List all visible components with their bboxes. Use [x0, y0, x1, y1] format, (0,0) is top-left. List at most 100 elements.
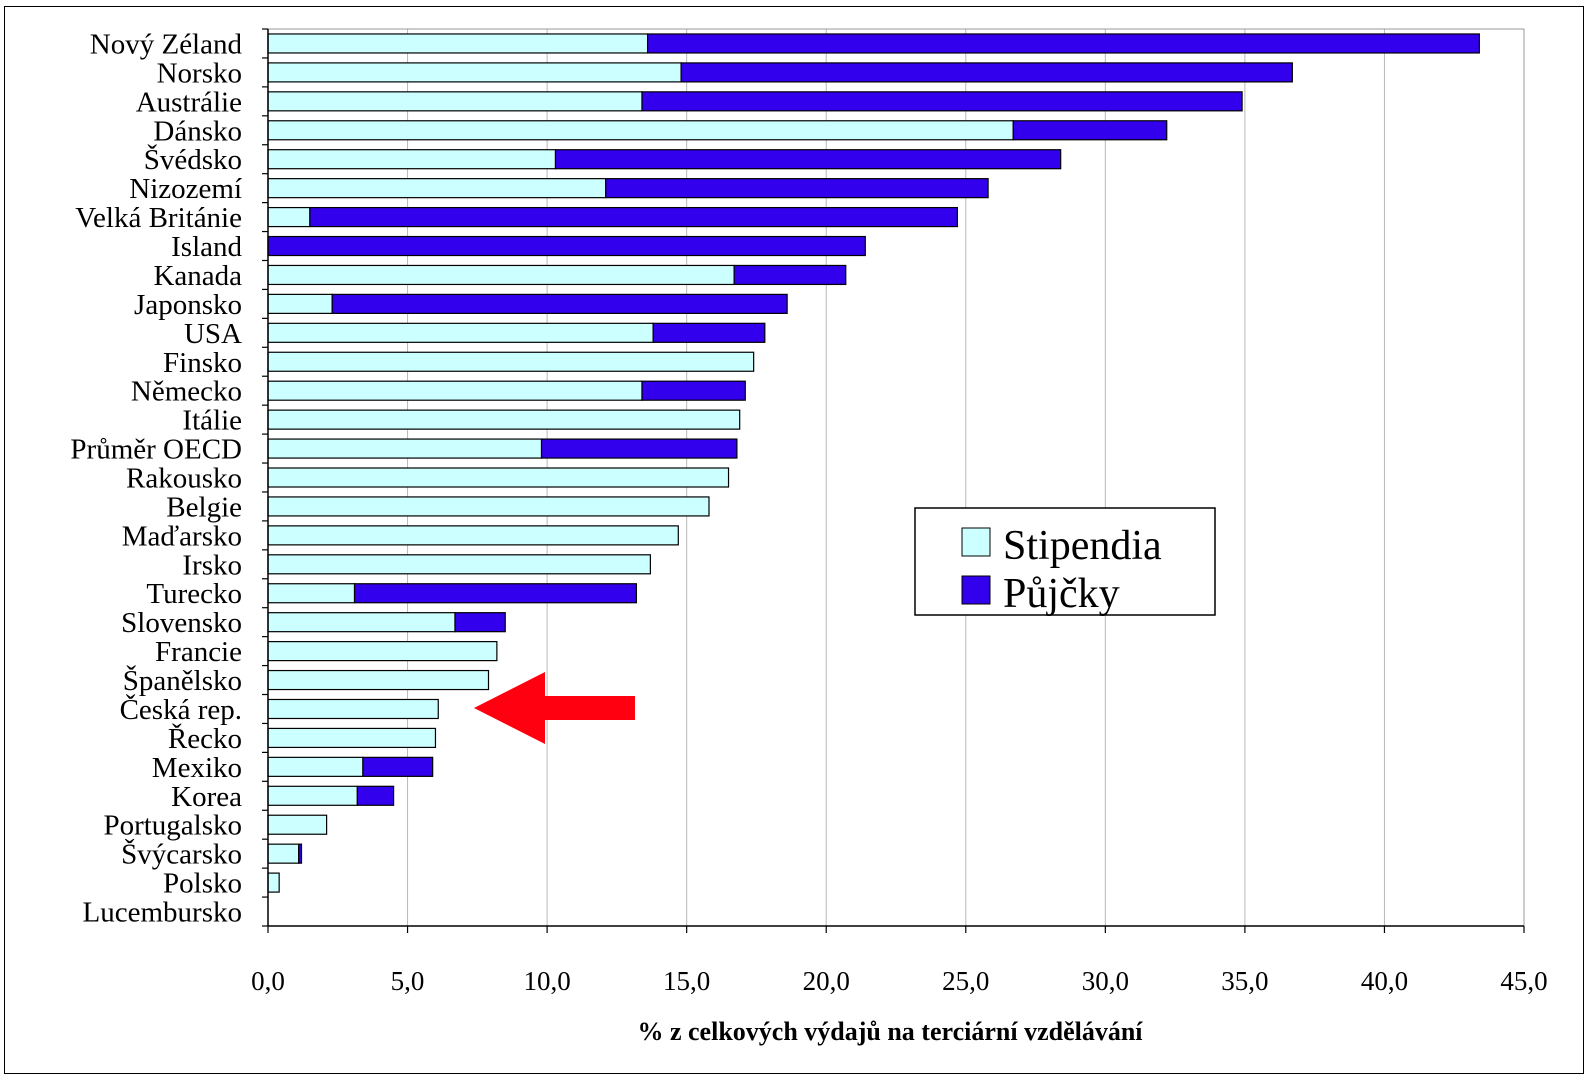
category-label: Belgie: [166, 491, 242, 523]
x-tick-label: 15,0: [663, 966, 710, 996]
bar-stipendia: [267, 727, 437, 749]
category-label: Austrálie: [136, 86, 242, 118]
bar-stipendia: [267, 467, 730, 488]
bar-pujcky: [605, 178, 989, 199]
bar-pujcky: [309, 206, 959, 228]
bar-stipendia: [267, 264, 735, 286]
category-label: Irsko: [182, 549, 242, 581]
bar-stipendia: [267, 62, 682, 83]
category-label: Kanada: [153, 260, 242, 292]
bar-pujcky: [652, 322, 766, 343]
category-label: Španělsko: [123, 664, 242, 697]
bar-pujcky: [362, 756, 434, 777]
bar-stipendia: [267, 525, 679, 546]
category-label: Turecko: [146, 578, 242, 610]
category-label: Korea: [171, 781, 242, 813]
x-tick-label: 30,0: [1082, 966, 1129, 996]
bar-stipendia: [267, 785, 358, 806]
bar-stipendia: [267, 380, 643, 401]
bar-pujcky: [353, 583, 638, 604]
bar-stipendia: [267, 322, 654, 343]
bar-stipendia: [267, 814, 328, 835]
category-label: Řecko: [168, 722, 242, 755]
category-label: Německo: [131, 376, 242, 408]
bar-stipendia: [267, 554, 651, 575]
category-label: Mexiko: [152, 752, 242, 784]
bar-pujcky: [641, 380, 746, 401]
bar-pujcky: [454, 612, 506, 633]
category-label: Nizozemí: [129, 173, 242, 205]
x-tick-label: 40,0: [1361, 966, 1408, 996]
bar-pujcky: [540, 438, 738, 459]
category-label: Slovensko: [121, 607, 242, 639]
bar-pujcky: [356, 785, 395, 806]
category-label: Lucembursko: [83, 897, 242, 929]
bar-stipendia: [267, 843, 300, 864]
category-label: Rakousko: [126, 463, 242, 495]
category-label: Švédsko: [144, 143, 242, 176]
bar-stipendia: [267, 351, 755, 372]
x-tick-label: 45,0: [1500, 966, 1547, 996]
bar-pujcky: [680, 62, 1293, 83]
bar-stipendia: [267, 612, 456, 633]
bar-stipendia: [267, 149, 557, 170]
category-label: Švýcarsko: [121, 838, 242, 871]
bar-stipendia: [267, 409, 741, 430]
legend-swatch-pujcky: [961, 575, 991, 605]
bar-stipendia: [267, 206, 311, 228]
category-label: Velká Británie: [75, 202, 242, 234]
bar-stipendia: [267, 91, 643, 112]
bar-stipendia: [267, 293, 333, 314]
bar-stipendia: [267, 641, 498, 662]
x-tick-label: 35,0: [1221, 966, 1268, 996]
legend-swatch-stipendia: [961, 527, 991, 557]
bar-stipendia: [267, 669, 490, 691]
category-label: Nový Zéland: [90, 28, 243, 60]
bar-stipendia: [267, 178, 607, 199]
bar-pujcky: [1012, 120, 1168, 141]
bar-pujcky: [298, 843, 303, 864]
bar-stipendia: [267, 756, 364, 777]
red-arrow-annotation: [474, 672, 635, 744]
legend-label-stipendia: Stipendia: [1003, 523, 1162, 569]
bar-pujcky: [646, 33, 1480, 54]
bar-pujcky: [554, 149, 1062, 170]
bar-pujcky: [331, 293, 788, 314]
bar-stipendia: [267, 120, 1014, 141]
x-tick-labels: 0,0 5,0 10,0 15,0 20,0 25,0 30,0 35,0 40,0 45,0: [251, 966, 1548, 996]
bar-pujcky: [641, 91, 1243, 112]
bar-stipendia: [267, 496, 710, 517]
category-label: Průměr OECD: [70, 434, 242, 466]
bars: [267, 33, 1480, 893]
category-label: Itálie: [182, 405, 242, 437]
category-label: Japonsko: [134, 289, 242, 321]
axes: [262, 28, 1525, 933]
bar-stipendia: [267, 698, 439, 720]
bar-stipendia: [267, 583, 356, 604]
category-label: Francie: [155, 636, 242, 668]
x-tick-label: 20,0: [803, 966, 850, 996]
legend-label-pujcky: Půjčky: [1003, 571, 1120, 617]
category-label: Polsko: [163, 868, 242, 900]
x-axis-title: % z celkových výdajů na terciární vzdělá…: [637, 1017, 1143, 1046]
bar-stipendia: [267, 33, 649, 54]
category-label: Česká rep.: [120, 693, 242, 726]
category-label: Norsko: [157, 57, 242, 89]
category-label: Portugalsko: [103, 810, 242, 842]
category-label: Island: [171, 231, 242, 263]
category-label: Maďarsko: [122, 520, 242, 552]
x-tick-label: 10,0: [523, 966, 570, 996]
category-label: USA: [184, 318, 242, 350]
x-tick-label: 0,0: [251, 966, 285, 996]
bar-stipendia: [267, 872, 280, 893]
x-tick-label: 5,0: [391, 966, 425, 996]
bar-pujcky: [733, 264, 847, 286]
bar-stipendia: [267, 438, 543, 459]
x-tick-label: 25,0: [942, 966, 989, 996]
category-label: Finsko: [163, 347, 242, 379]
bar-pujcky: [267, 235, 866, 257]
category-labels: Nový ZélandNorskoAustrálieDánskoŠvédskoN…: [70, 28, 242, 928]
legend: Stipendia Půjčky: [914, 507, 1216, 617]
category-label: Dánsko: [153, 115, 242, 147]
